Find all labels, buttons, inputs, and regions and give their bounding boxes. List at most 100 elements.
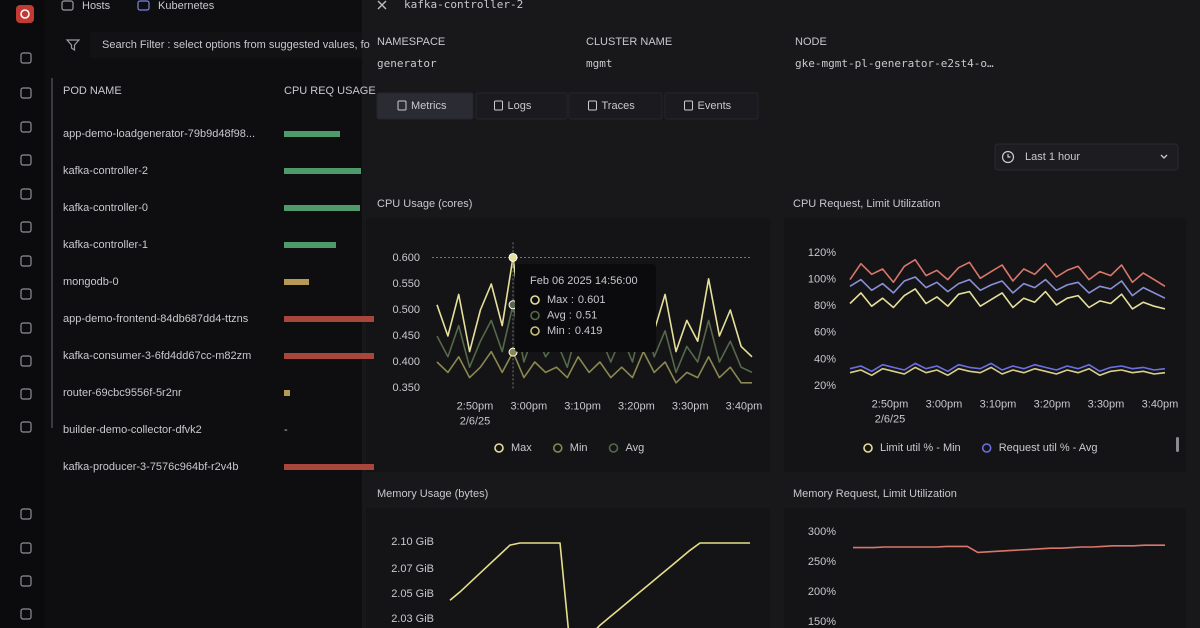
legend-marker[interactable] <box>494 443 504 453</box>
nav-icon[interactable] <box>20 121 32 133</box>
meta-label: NODE <box>795 36 827 48</box>
x-tick-date: 2/6/25 <box>460 415 491 427</box>
cpu-bar <box>284 316 374 322</box>
pod-name: kafka-controller-0 <box>63 202 148 214</box>
chart-title: CPU Request, Limit Utilization <box>793 198 940 210</box>
x-tick-label: 3:10pm <box>980 399 1017 411</box>
series-line <box>849 288 1166 310</box>
pod-name: kafka-consumer-3-6fd4dd67cc-m82zm <box>63 350 251 362</box>
logo-mark <box>20 9 30 19</box>
filter-input[interactable] <box>90 32 365 58</box>
tab-icon <box>494 100 503 111</box>
nav-icon[interactable] <box>20 421 32 433</box>
panel-tab[interactable] <box>376 92 474 120</box>
tooltip-value: 0.601 <box>578 294 606 306</box>
x-tick-label: 3:30pm <box>672 400 709 412</box>
nav-icon[interactable] <box>20 355 32 367</box>
sidebar <box>0 0 45 628</box>
pod-name: mongodb-0 <box>63 276 119 288</box>
chart-title: Memory Usage (bytes) <box>377 488 488 500</box>
y-tick-label: 250% <box>808 556 836 568</box>
nav-icon[interactable] <box>20 52 32 64</box>
pod-name: router-69cbc9556f-5r2nr <box>63 387 182 399</box>
nav-tab: Hosts <box>82 0 111 12</box>
nav-icon[interactable] <box>20 322 32 334</box>
tooltip-value: 0.419 <box>575 325 603 337</box>
clock-hand <box>1007 154 1011 158</box>
y-tick-label: 100% <box>808 274 836 286</box>
legend-scrollbar[interactable] <box>1176 437 1179 452</box>
y-tick-label: 0.450 <box>392 330 420 342</box>
cpu-bar <box>284 131 340 137</box>
nav-icon[interactable] <box>20 575 32 587</box>
tooltip-label: Min : <box>547 325 571 337</box>
y-tick-label: 0.550 <box>392 278 420 290</box>
chart-card <box>366 508 770 628</box>
x-tick-label: 3:00pm <box>926 399 963 411</box>
x-tick-label: 3:20pm <box>618 400 655 412</box>
column-header: CPU REQ USAGE <box>284 85 376 97</box>
legend-marker[interactable] <box>608 443 619 453</box>
meta-label: NAMESPACE <box>377 36 445 48</box>
panel-tab[interactable] <box>664 92 759 120</box>
tab-icon[interactable] <box>137 0 150 11</box>
chart-title: CPU Usage (cores) <box>377 198 472 210</box>
tab-icon[interactable] <box>61 0 74 11</box>
y-tick-label: 0.600 <box>392 252 420 264</box>
cpu-bar <box>284 353 374 359</box>
panel-tab-label: Traces <box>602 100 636 112</box>
cpu-bar <box>284 242 336 248</box>
legend-marker[interactable] <box>552 443 563 453</box>
panel-title: kafka-controller-2 <box>404 0 523 11</box>
legend-marker[interactable] <box>981 443 992 453</box>
series-line <box>436 350 752 384</box>
nav-icon[interactable] <box>20 255 32 267</box>
time-select[interactable] <box>994 143 1179 171</box>
y-tick-label: 150% <box>808 616 836 628</box>
series-line <box>853 544 1165 554</box>
nav-icon[interactable] <box>20 542 32 554</box>
tooltip-value: 0.51 <box>576 309 597 321</box>
panel-tab[interactable] <box>568 92 663 120</box>
legend-label: Limit util % - Min <box>880 442 961 454</box>
tab-icon <box>588 100 597 111</box>
panel-tab[interactable] <box>475 92 568 120</box>
plot <box>853 544 1165 554</box>
y-tick-label: 2.10 GiB <box>391 536 434 548</box>
close-icon[interactable] <box>377 0 387 10</box>
y-tick-label: 40% <box>814 353 836 365</box>
legend-label: Request util % - Avg <box>999 442 1098 454</box>
nav-icon[interactable] <box>20 388 32 400</box>
nav-icon[interactable] <box>20 188 32 200</box>
y-tick-label: 300% <box>808 526 836 538</box>
y-tick-label: 2.05 GiB <box>391 588 434 600</box>
series-line <box>849 366 1166 377</box>
nav-icon[interactable] <box>20 154 32 166</box>
x-tick-date: 2/6/25 <box>875 414 906 426</box>
nav-icon[interactable] <box>20 608 32 620</box>
cpu-bar <box>284 205 360 211</box>
tooltip-label: Avg : <box>547 309 572 321</box>
nav-icon[interactable] <box>20 508 32 520</box>
nav-icon[interactable] <box>20 221 32 233</box>
nav-icon[interactable] <box>20 87 32 99</box>
nav-tab: Kubernetes <box>158 0 215 12</box>
legend-marker[interactable] <box>863 443 873 453</box>
pod-name: kafka-controller-2 <box>63 165 148 177</box>
y-tick-label: 200% <box>808 586 836 598</box>
y-tick-label: 60% <box>814 327 836 339</box>
meta-label: CLUSTER NAME <box>586 36 672 48</box>
chart-card <box>784 218 1186 472</box>
tooltip <box>515 264 656 352</box>
pod-name: kafka-producer-3-7576c964bf-r2v4b <box>63 461 239 473</box>
filter-icon[interactable] <box>65 39 81 52</box>
cpu-value: - <box>284 424 288 436</box>
x-tick-label: 3:10pm <box>564 400 601 412</box>
x-tick-label: 3:40pm <box>726 400 763 412</box>
tab-icon <box>684 100 693 111</box>
logo[interactable] <box>16 5 34 23</box>
nav-icon[interactable] <box>20 288 32 300</box>
y-tick-label: 0.400 <box>392 356 420 368</box>
